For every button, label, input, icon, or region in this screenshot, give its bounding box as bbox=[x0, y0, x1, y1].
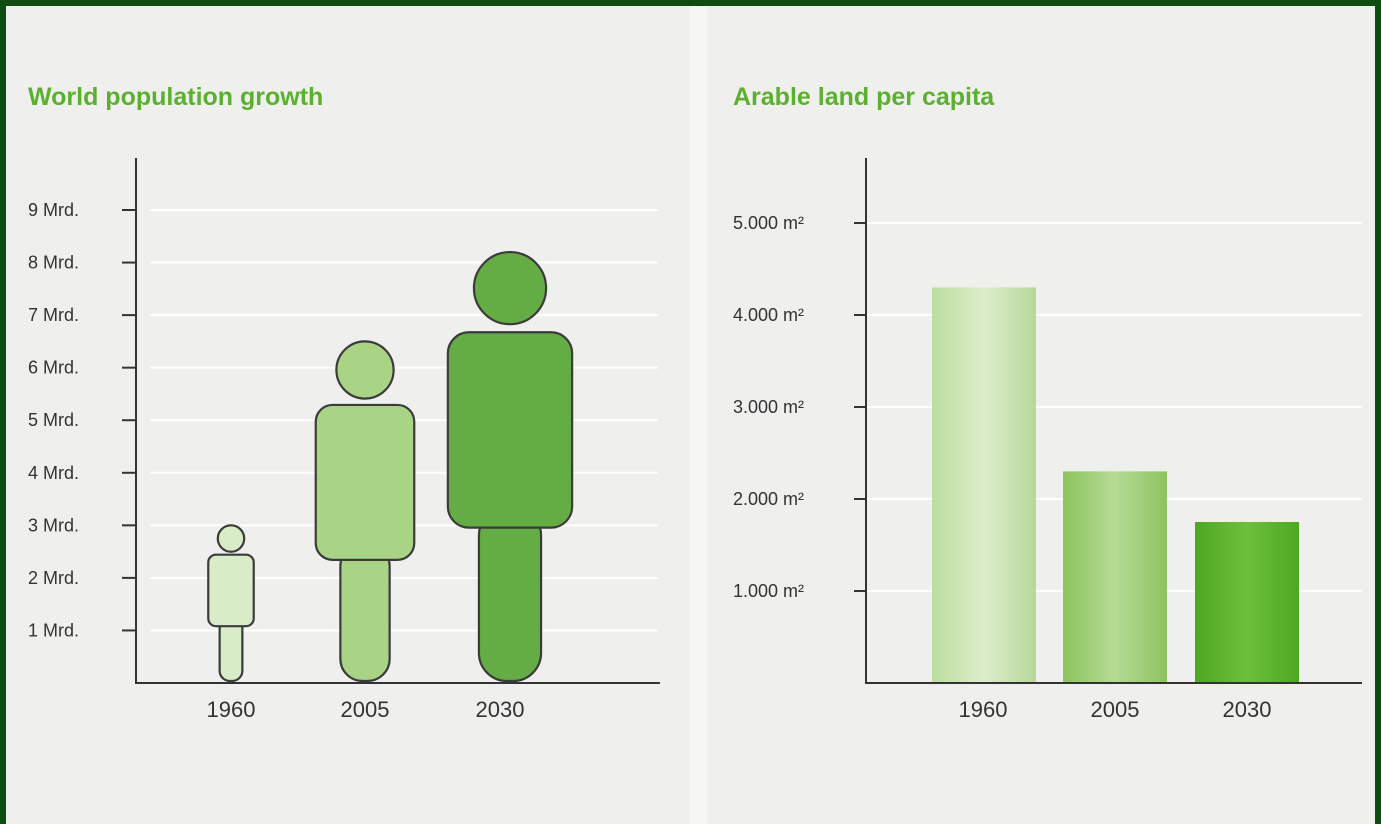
arable-land-y-tick-label: 2.000 m² bbox=[733, 489, 804, 509]
figure-torso bbox=[207, 553, 255, 628]
arable-land-bars bbox=[932, 287, 1299, 682]
arable-land-y-tick-label: 4.000 m² bbox=[733, 305, 804, 325]
figure-head bbox=[335, 340, 395, 400]
population-y-tick-label: 2 Mrd. bbox=[28, 568, 79, 588]
figure-legs bbox=[339, 542, 391, 683]
arable-land-category-2030: 2030 bbox=[1223, 697, 1272, 722]
arable-land-chart-title: Arable land per capita bbox=[733, 83, 995, 111]
population-category-1960: 1960 bbox=[207, 697, 256, 722]
population-y-tick-label: 6 Mrd. bbox=[28, 358, 79, 378]
population-y-tick-label: 4 Mrd. bbox=[28, 463, 79, 483]
population-y-tick-label: 5 Mrd. bbox=[28, 410, 79, 430]
figure-legs bbox=[477, 506, 543, 683]
arable-land-category-1960: 1960 bbox=[959, 697, 1008, 722]
population-y-axis: 1 Mrd. 2 Mrd. 3 Mrd. 4 Mrd. 5 Mrd. 6 Mrd. 7 Mr… bbox=[28, 200, 136, 640]
arable-land-y-axis: 1.000 m² 2.000 m² 3.000 m² 4.000 m² 5.000 m² bbox=[733, 213, 866, 601]
figure-torso bbox=[446, 331, 574, 529]
arable-land-bar-1960 bbox=[932, 287, 1036, 682]
figure-legs bbox=[218, 617, 244, 683]
population-figure-2005 bbox=[314, 340, 416, 683]
panel-divider bbox=[690, 6, 707, 824]
population-figure-1960 bbox=[207, 524, 255, 683]
figure-head bbox=[216, 524, 246, 553]
arable-land-bar-2030 bbox=[1195, 522, 1299, 682]
population-figures bbox=[207, 250, 574, 683]
arable-land-y-tick-label: 3.000 m² bbox=[733, 397, 804, 417]
population-category-2005: 2005 bbox=[341, 697, 390, 722]
population-figure-2030 bbox=[446, 250, 574, 683]
population-y-tick-label: 8 Mrd. bbox=[28, 253, 79, 273]
population-category-2030: 2030 bbox=[476, 697, 525, 722]
population-y-tick-label: 3 Mrd. bbox=[28, 515, 79, 535]
arable-land-category-2005: 2005 bbox=[1091, 697, 1140, 722]
arable-land-chart: Arable land per capita 1.000 m² 2.000 m² 3… bbox=[733, 83, 1362, 722]
arable-land-y-tick-label: 5.000 m² bbox=[733, 213, 804, 233]
arable-land-bar-2005 bbox=[1063, 471, 1167, 682]
population-y-tick-label: 1 Mrd. bbox=[28, 620, 79, 640]
arable-land-y-tick-label: 1.000 m² bbox=[733, 581, 804, 601]
population-chart-title: World population growth bbox=[28, 83, 323, 111]
population-y-tick-label: 7 Mrd. bbox=[28, 305, 79, 325]
population-chart: World population growth 1 Mrd. 2 Mrd. 3 Mr… bbox=[28, 83, 660, 722]
population-y-tick-label: 9 Mrd. bbox=[28, 200, 79, 220]
panel-arable-land bbox=[707, 6, 1375, 824]
figure-torso bbox=[314, 403, 416, 561]
figure-head bbox=[472, 250, 548, 326]
